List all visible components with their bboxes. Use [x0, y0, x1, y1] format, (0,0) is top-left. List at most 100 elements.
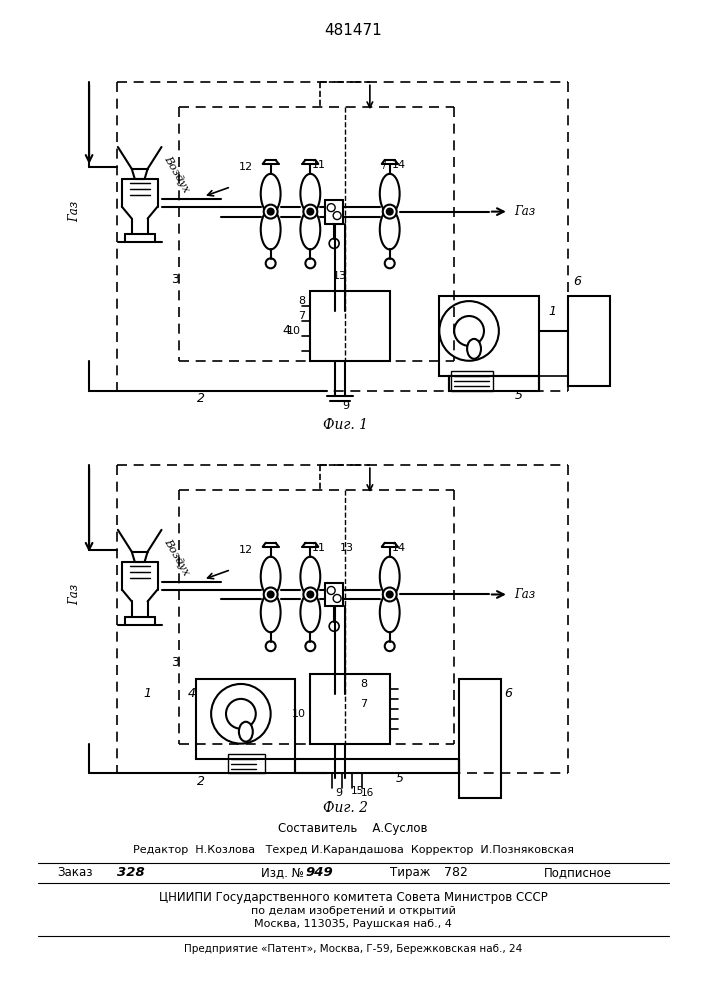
Text: Газ: Газ [68, 201, 81, 222]
Text: 782: 782 [444, 866, 468, 879]
Text: /: / [383, 160, 387, 170]
Text: 5: 5 [396, 772, 404, 785]
Text: ЦНИИПИ Государственного комитета Совета Министров СССР: ЦНИИПИ Государственного комитета Совета … [158, 891, 547, 904]
Text: 9: 9 [335, 788, 342, 798]
Circle shape [387, 591, 392, 597]
Text: 5: 5 [515, 389, 522, 402]
Ellipse shape [239, 722, 253, 742]
Text: 11: 11 [312, 543, 327, 553]
Circle shape [226, 699, 256, 729]
Circle shape [264, 588, 278, 601]
Text: Воздух: Воздух [162, 154, 191, 194]
Circle shape [305, 641, 315, 651]
Text: 949: 949 [305, 866, 333, 879]
Circle shape [327, 204, 335, 212]
Ellipse shape [380, 592, 399, 632]
Circle shape [439, 301, 499, 361]
Text: 7: 7 [360, 699, 367, 709]
Text: 2: 2 [197, 392, 205, 405]
Circle shape [454, 316, 484, 346]
Circle shape [211, 684, 271, 744]
Circle shape [266, 258, 276, 268]
Text: 7: 7 [298, 311, 305, 321]
Bar [451, 371, 493, 391]
Text: 8: 8 [298, 296, 305, 306]
Circle shape [333, 594, 341, 602]
Ellipse shape [300, 557, 320, 596]
Bar [296, 759, 459, 773]
Text: 1: 1 [549, 305, 556, 318]
Text: Предприятие «Патент», Москва, Г-59, Бережковская наб., 24: Предприятие «Патент», Москва, Г-59, Бере… [184, 944, 522, 954]
Text: Воздух: Воздух [162, 537, 191, 577]
Ellipse shape [300, 592, 320, 632]
Circle shape [385, 258, 395, 268]
Bar [197, 679, 296, 759]
Circle shape [305, 258, 315, 268]
Text: 14: 14 [392, 160, 406, 170]
Ellipse shape [261, 557, 281, 596]
Text: 12: 12 [239, 162, 253, 172]
Text: по делам изобретений и открытий: по делам изобретений и открытий [250, 906, 455, 916]
Text: 13: 13 [333, 271, 347, 281]
Circle shape [268, 209, 274, 215]
Text: Тираж: Тираж [390, 866, 430, 879]
Bar [568, 296, 610, 386]
Bar [228, 754, 264, 773]
Text: Заказ: Заказ [57, 866, 93, 879]
Text: 1: 1 [144, 687, 151, 700]
Circle shape [387, 209, 392, 215]
Circle shape [303, 205, 317, 219]
Circle shape [308, 591, 313, 597]
Bar [449, 376, 539, 391]
Text: Фиг. 2: Фиг. 2 [322, 801, 368, 815]
Ellipse shape [300, 174, 320, 214]
Ellipse shape [467, 339, 481, 359]
Text: 481471: 481471 [324, 23, 382, 38]
Text: Газ: Газ [68, 584, 81, 605]
Ellipse shape [261, 174, 281, 214]
Circle shape [333, 212, 341, 220]
Text: 3: 3 [171, 656, 180, 669]
Circle shape [268, 591, 274, 597]
Text: 8: 8 [360, 679, 367, 689]
Circle shape [329, 621, 339, 631]
Text: 4: 4 [283, 324, 291, 337]
Text: 9: 9 [342, 401, 349, 411]
Ellipse shape [380, 557, 399, 596]
Text: 328: 328 [117, 866, 145, 879]
Text: Подписное: Подписное [544, 866, 612, 879]
Text: Изд. №: Изд. № [261, 866, 303, 879]
Ellipse shape [261, 592, 281, 632]
Text: 14: 14 [392, 543, 406, 553]
Circle shape [308, 209, 313, 215]
Text: Составитель    А.Суслов: Составитель А.Суслов [279, 822, 428, 835]
Text: Газ: Газ [514, 588, 535, 601]
Text: 6: 6 [573, 275, 581, 288]
Text: 16: 16 [361, 788, 374, 798]
Text: Москва, 113035, Раушская наб., 4: Москва, 113035, Раушская наб., 4 [254, 919, 452, 929]
Text: 10: 10 [286, 326, 300, 336]
Text: 11: 11 [312, 160, 327, 170]
Circle shape [382, 588, 397, 601]
Text: 3: 3 [171, 273, 180, 286]
Bar [310, 291, 390, 361]
Circle shape [385, 641, 395, 651]
Text: Фиг. 1: Фиг. 1 [322, 418, 368, 432]
Bar [439, 296, 539, 376]
Ellipse shape [300, 210, 320, 249]
Circle shape [327, 587, 335, 594]
Bar [459, 679, 501, 798]
Text: Газ: Газ [514, 205, 535, 218]
Ellipse shape [380, 174, 399, 214]
Text: 6: 6 [504, 687, 512, 700]
Ellipse shape [380, 210, 399, 249]
Circle shape [329, 238, 339, 248]
Text: 12: 12 [239, 545, 253, 555]
Text: 13: 13 [340, 543, 354, 553]
Text: 4: 4 [188, 687, 197, 700]
Text: 10: 10 [291, 709, 305, 719]
Circle shape [264, 205, 278, 219]
Bar [310, 674, 390, 744]
Ellipse shape [261, 210, 281, 249]
Text: 2: 2 [197, 775, 205, 788]
